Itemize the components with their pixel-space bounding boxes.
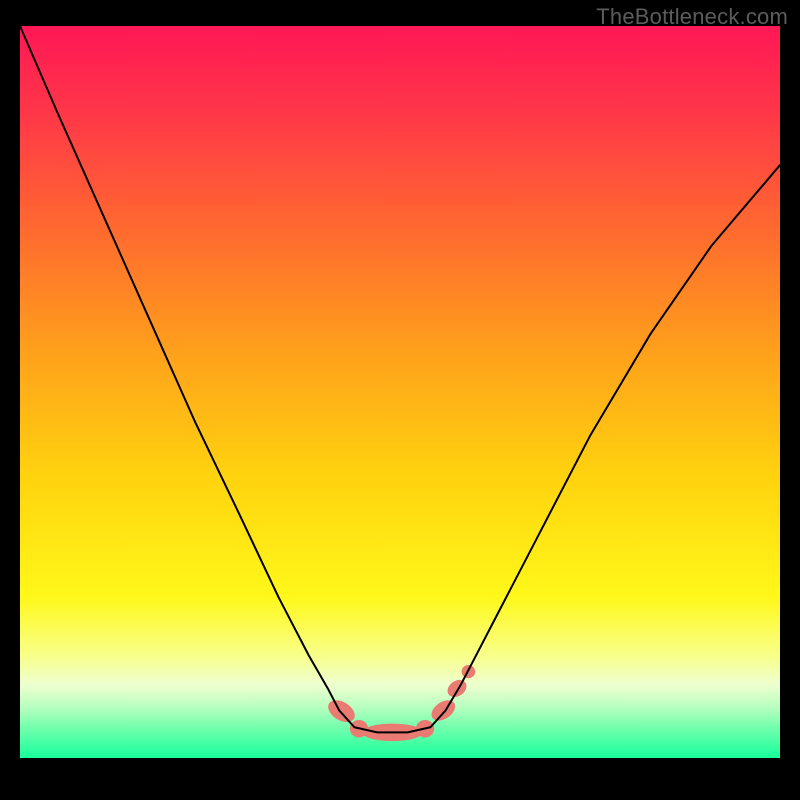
- source-watermark: TheBottleneck.com: [596, 4, 788, 30]
- bottleneck-curve-chart: [0, 0, 800, 800]
- chart-frame: TheBottleneck.com: [0, 0, 800, 800]
- plot-background: [20, 26, 780, 758]
